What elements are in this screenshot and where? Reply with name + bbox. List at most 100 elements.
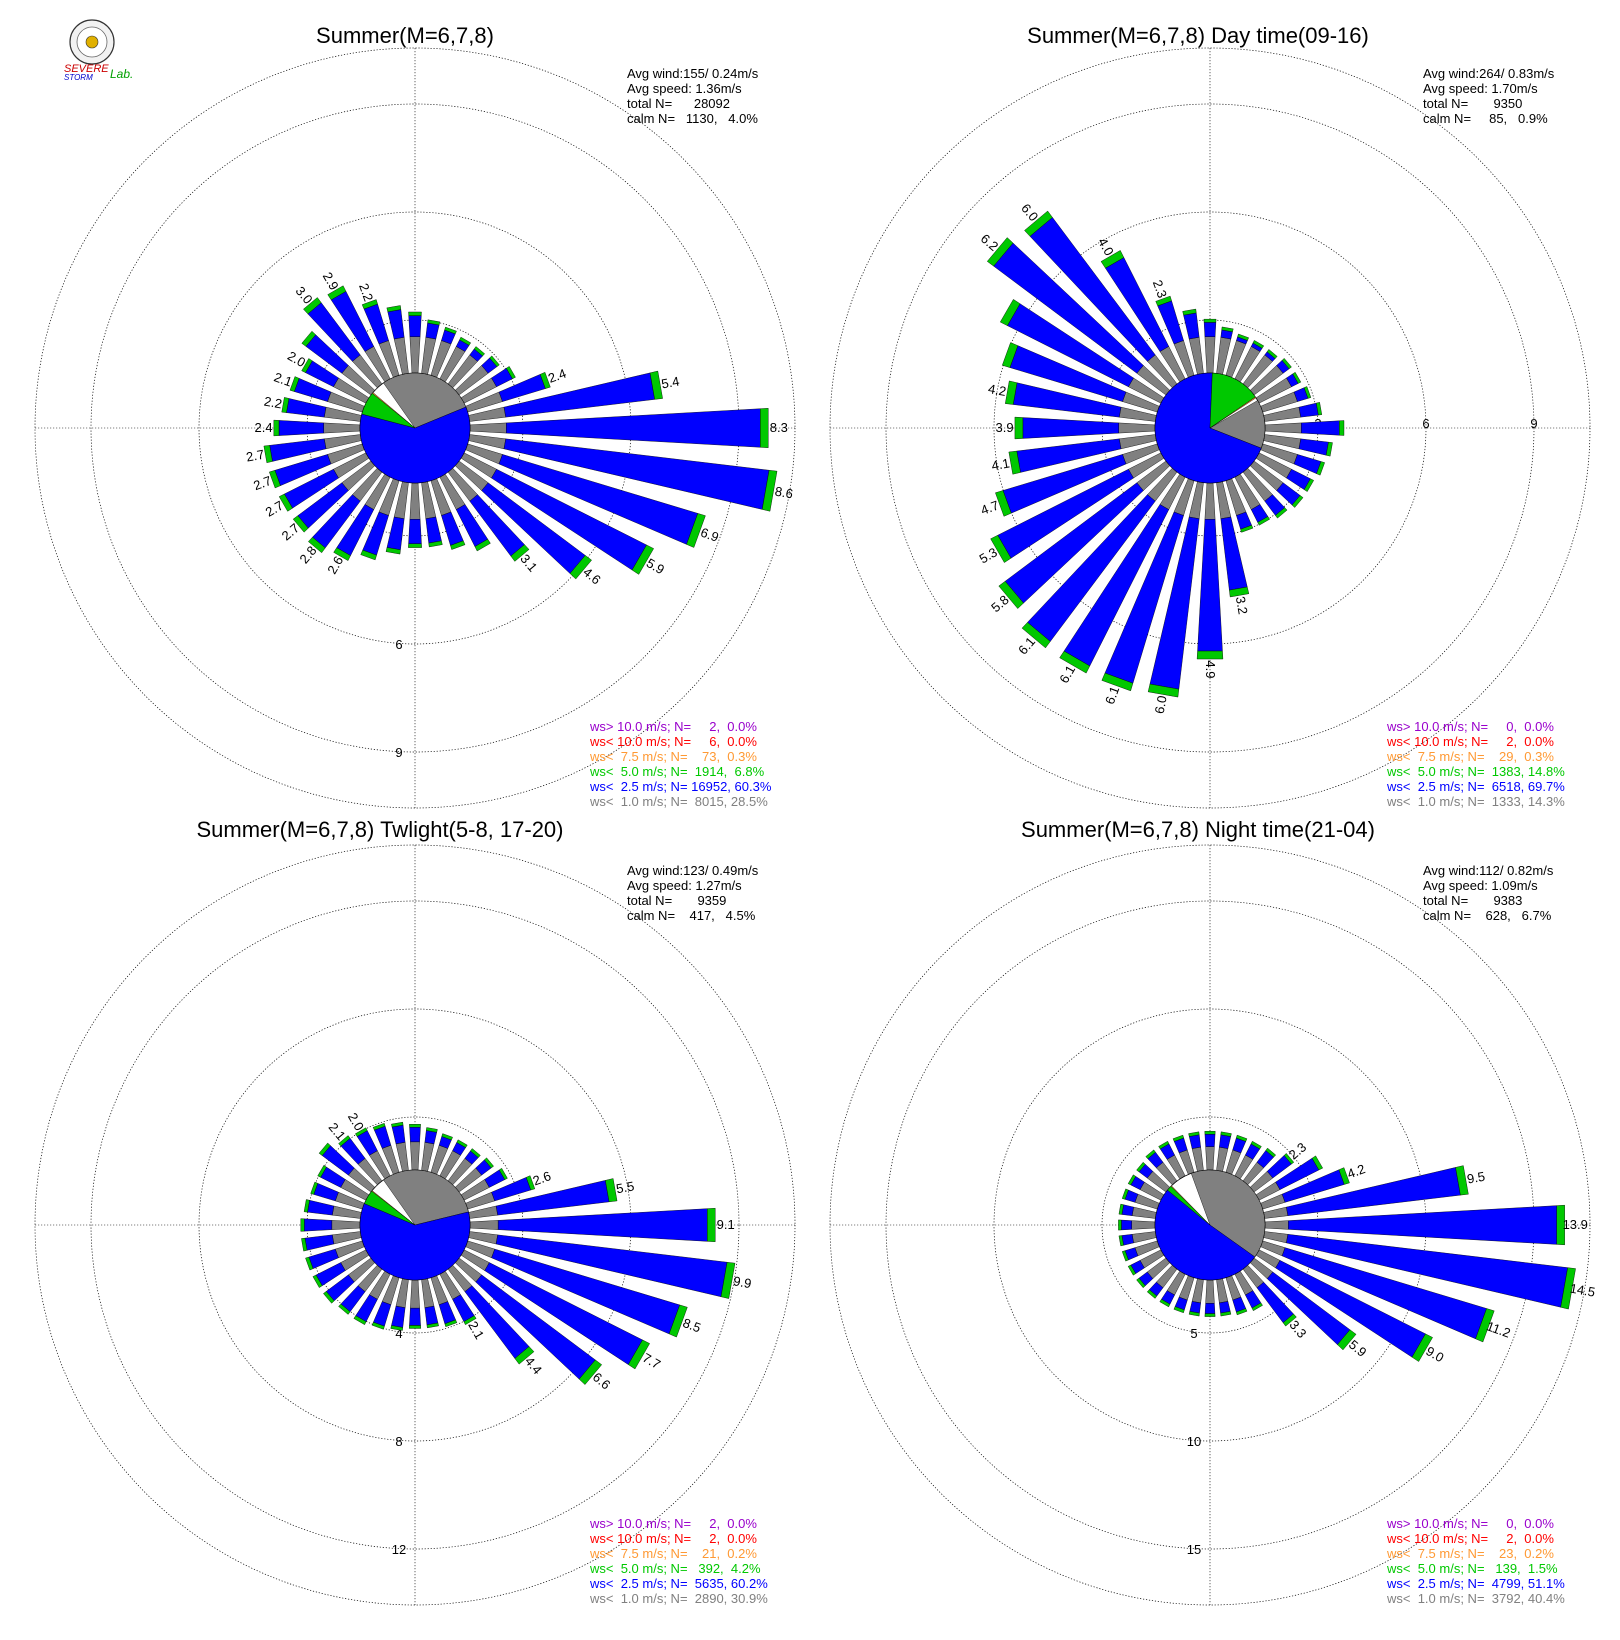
wind-bar	[1145, 1149, 1156, 1160]
wind-bar	[391, 1305, 406, 1328]
wind-bar	[1159, 1298, 1171, 1308]
panel-title: Summer(M=6,7,8) Twlight(5-8, 17-20)	[196, 817, 563, 842]
speed-class-pie-slice	[1209, 396, 1257, 429]
legend-entry: ws< 5.0 m/s; N= 1383, 14.8%	[1386, 764, 1565, 779]
wind-bar	[1173, 1306, 1185, 1314]
wind-bar	[425, 516, 442, 544]
wind-bar	[498, 1167, 508, 1180]
wind-bar	[720, 1261, 736, 1299]
legend-entry: ws< 10.0 m/s; N= 2, 0.0%	[1386, 1531, 1554, 1546]
bar-value-label: 2.3	[1150, 278, 1170, 300]
legend-entry: ws< 7.5 m/s; N= 29, 0.3%	[1386, 749, 1554, 764]
wind-bar	[649, 370, 663, 400]
wind-bar	[1182, 308, 1197, 316]
panel-title: Summer(M=6,7,8)	[316, 23, 494, 48]
wind-bar	[1220, 1311, 1232, 1317]
wind-bar	[303, 297, 322, 315]
wind-bar	[1024, 210, 1053, 237]
speed-class-pie-slice	[372, 392, 416, 429]
wind-bar	[408, 543, 422, 548]
wind-bar	[425, 322, 440, 340]
bar-value-label: 9.5	[1466, 1169, 1486, 1187]
wind-bar	[1237, 333, 1249, 341]
bar-value-label: 2.7	[245, 447, 265, 465]
wind-bar	[409, 1124, 421, 1128]
wind-bar	[424, 1130, 437, 1145]
wind-bar	[373, 1301, 392, 1327]
bar-value-label: 4.7	[979, 497, 1001, 517]
wind-bar	[386, 305, 402, 313]
wind-bar	[410, 1141, 420, 1171]
wind-bar	[421, 1278, 435, 1308]
wind-bar	[1127, 1264, 1137, 1276]
bar-value-label: 3.2	[1233, 595, 1251, 615]
speed-class-pie-slice	[1170, 1185, 1211, 1226]
wind-bar	[468, 1231, 498, 1245]
wind-bar	[360, 549, 377, 561]
wind-bar	[1121, 1219, 1132, 1231]
legend-entry: ws< 1.0 m/s; N= 1333, 14.3%	[1386, 794, 1565, 809]
wind-bar	[1455, 1165, 1469, 1196]
wind-bar	[1266, 349, 1278, 359]
wind-bar	[1155, 295, 1172, 307]
wind-bar	[1204, 1303, 1216, 1314]
legend-entry: ws< 2.5 m/s; N= 5635, 60.2%	[589, 1576, 768, 1591]
wind-bar	[1216, 1146, 1229, 1172]
legend-entry: ws< 5.0 m/s; N= 392, 4.2%	[589, 1561, 761, 1576]
legend-entry: ws< 10.0 m/s; N= 2, 0.0%	[589, 1531, 757, 1546]
stat-calm: calm N= 628, 6.7%	[1423, 908, 1552, 923]
wind-bar	[438, 1301, 456, 1325]
wind-bar	[1131, 1220, 1156, 1230]
wind-bar	[1257, 516, 1270, 526]
wind-bar	[631, 544, 654, 575]
stat-calm: calm N= 417, 4.5%	[627, 908, 756, 923]
wind-bar	[707, 1207, 716, 1243]
stat-total: total N= 9350	[1423, 96, 1522, 111]
wind-bar	[1001, 342, 1019, 368]
wind-bar	[1263, 1206, 1289, 1219]
stat-avg-speed: Avg speed: 1.09m/s	[1423, 878, 1538, 893]
wind-bar	[990, 534, 1012, 563]
legend-entry: ws< 5.0 m/s; N= 139, 1.5%	[1386, 1561, 1558, 1576]
wind-bar	[278, 420, 324, 436]
wind-bar	[510, 544, 530, 562]
stat-avg-wind: Avg wind:123/ 0.49m/s	[627, 863, 759, 878]
wind-bar	[1303, 478, 1314, 492]
wind-bar	[1204, 1313, 1216, 1317]
wind-bar	[1121, 1188, 1129, 1200]
bar-value-label: 2.4	[546, 366, 568, 386]
bar-value-label: 9.1	[717, 1217, 735, 1232]
wind-bar	[303, 1199, 310, 1213]
wind-bar	[1158, 1140, 1170, 1150]
wind-bar	[1292, 371, 1302, 384]
wind-bar	[307, 1200, 335, 1216]
wind-bar	[408, 311, 422, 316]
wind-bar	[410, 1279, 420, 1309]
bar-value-label: 14.5	[1569, 1281, 1597, 1300]
wind-bar	[1283, 1153, 1295, 1165]
wind-bar	[1204, 1131, 1216, 1135]
wind-bar	[286, 398, 327, 418]
wind-bar	[760, 408, 769, 448]
wind-bar	[1298, 438, 1329, 456]
legend-entry: ws< 7.5 m/s; N= 21, 0.2%	[589, 1546, 757, 1561]
wind-bar	[386, 516, 405, 551]
wind-bar	[361, 299, 378, 310]
speed-class-pie-slice	[383, 1169, 469, 1226]
wind-bar	[1229, 586, 1250, 598]
wind-bar	[1221, 326, 1234, 333]
logo-seal-center	[85, 35, 99, 49]
stat-avg-wind: Avg wind:112/ 0.82m/s	[1423, 863, 1554, 878]
wind-bar	[497, 1208, 708, 1242]
stat-calm: calm N= 1130, 4.0%	[627, 111, 758, 126]
bar-value-label: 8.5	[681, 1315, 703, 1335]
wind-bar	[1298, 402, 1319, 418]
wind-bar	[1100, 250, 1125, 269]
wind-bar	[391, 1121, 404, 1128]
legend-entry: ws< 1.0 m/s; N= 8015, 28.5%	[589, 794, 768, 809]
wind-bar	[1311, 1155, 1323, 1171]
wind-bar	[506, 366, 516, 380]
wind-bar	[1121, 1204, 1134, 1216]
wind-bar	[385, 547, 401, 555]
wind-bar	[409, 1325, 421, 1329]
